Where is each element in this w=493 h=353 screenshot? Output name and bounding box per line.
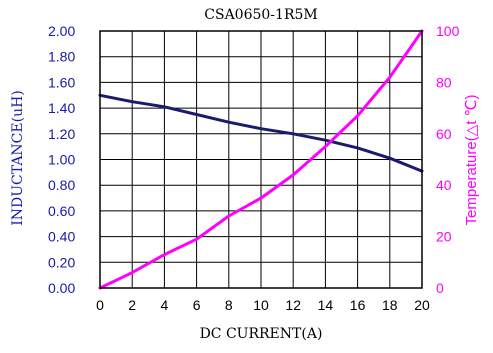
x-tick-label: 8 (225, 297, 233, 313)
y-right-tick-label: 40 (436, 177, 452, 193)
y-left-tick-label: 0.00 (48, 280, 75, 296)
inductance-series-line (98, 93, 424, 173)
y-left-tick-label: 1.20 (48, 126, 75, 142)
x-tick-label: 2 (128, 297, 136, 313)
x-tick-label: 6 (193, 297, 201, 313)
y-left-tick-label: 1.40 (48, 100, 75, 116)
plot-frame (99, 30, 423, 289)
y-right-tick-label: 100 (436, 23, 460, 39)
x-axis-label: DC CURRENT(A) (200, 326, 323, 342)
y-right-tick-label: 60 (436, 126, 452, 142)
tick-labels: 0 2 4 6 8 10 12 14 16 18 20 0.00 0.20 0.40 0.60 0.80 1.0… (48, 23, 460, 313)
x-tick-label: 0 (96, 297, 104, 313)
y-left-tick-label: 1.00 (48, 152, 75, 168)
y-left-tick-label: 0.20 (48, 254, 75, 270)
y-right-tick-label: 0 (436, 280, 444, 296)
x-tick-label: 18 (382, 297, 398, 313)
grid (99, 30, 423, 289)
y-right-tick-label: 80 (436, 74, 452, 90)
y-left-tick-label: 0.80 (48, 177, 75, 193)
x-tick-label: 16 (350, 297, 366, 313)
y-left-tick-label: 0.60 (48, 203, 75, 219)
x-tick-label: 10 (253, 297, 269, 313)
x-tick-label: 14 (318, 297, 334, 313)
y-left-tick-label: 0.40 (48, 229, 75, 245)
y-axis-right-label: Temperature(△t ℃) (463, 95, 480, 226)
y-axis-left-label: INDUCTANCE(uH) (10, 90, 26, 226)
temperature-series-line (98, 29, 424, 290)
y-left-tick-label: 1.60 (48, 74, 75, 90)
y-left-tick-label: 2.00 (48, 23, 75, 39)
y-right-tick-label: 20 (436, 229, 452, 245)
x-tick-label: 4 (161, 297, 169, 313)
chart-title: CSA0650-1R5M (204, 7, 317, 23)
y-left-tick-label: 1.80 (48, 49, 75, 65)
series (98, 29, 424, 290)
x-tick-label: 20 (414, 297, 430, 313)
x-tick-label: 12 (285, 297, 301, 313)
